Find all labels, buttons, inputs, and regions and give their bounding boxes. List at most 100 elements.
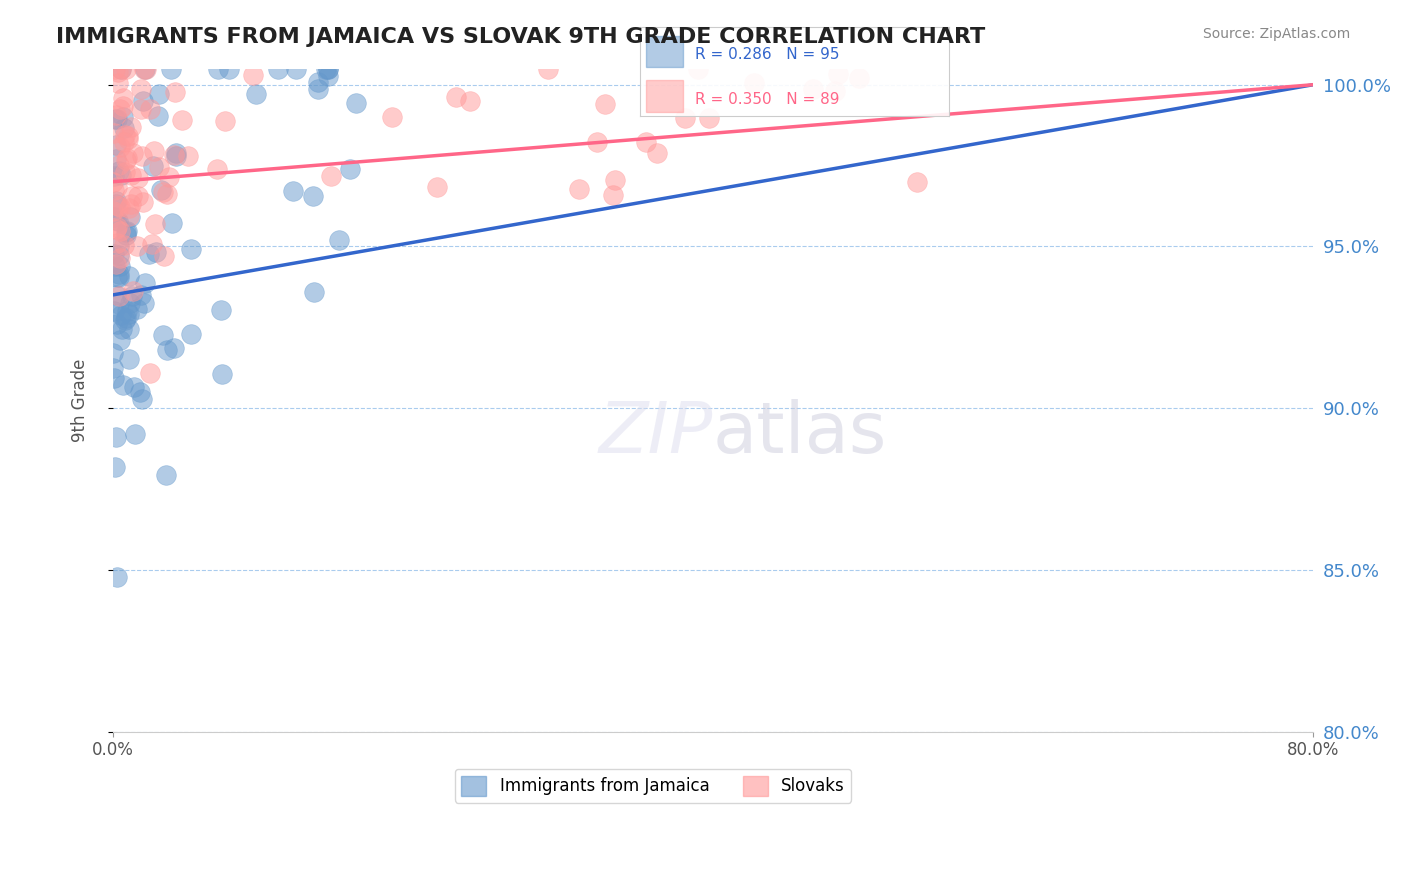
- Point: [114, 62, 136, 76]
- Point: [105, 220, 128, 235]
- Point: [207, 62, 229, 76]
- Point: [426, 179, 449, 194]
- Point: [165, 146, 187, 161]
- FancyBboxPatch shape: [645, 80, 683, 112]
- Point: [138, 102, 160, 116]
- Point: [107, 214, 129, 228]
- Point: [170, 112, 193, 127]
- Point: [122, 380, 145, 394]
- Point: [105, 180, 128, 194]
- Point: [105, 318, 128, 332]
- Point: [112, 135, 135, 149]
- Point: [131, 95, 153, 109]
- Text: Source: ZipAtlas.com: Source: ZipAtlas.com: [1202, 27, 1350, 41]
- Text: R = 0.350   N = 89: R = 0.350 N = 89: [696, 92, 839, 107]
- Point: [107, 158, 129, 172]
- Point: [108, 248, 131, 262]
- Point: [159, 62, 181, 76]
- FancyBboxPatch shape: [645, 36, 683, 67]
- Point: [107, 76, 129, 90]
- Legend: Immigrants from Jamaica, Slovaks: Immigrants from Jamaica, Slovaks: [454, 769, 852, 803]
- Point: [537, 62, 560, 76]
- Point: [105, 212, 128, 227]
- Point: [110, 62, 132, 76]
- Point: [107, 289, 129, 303]
- Point: [112, 120, 135, 135]
- Point: [114, 165, 136, 179]
- Point: [115, 227, 138, 242]
- Point: [143, 144, 166, 158]
- Point: [134, 296, 156, 310]
- Point: [107, 235, 129, 250]
- Point: [112, 238, 135, 252]
- Point: [117, 201, 139, 215]
- Point: [697, 111, 720, 125]
- Point: [110, 62, 132, 76]
- Point: [115, 311, 138, 326]
- Point: [143, 217, 166, 231]
- Point: [131, 149, 153, 163]
- Point: [281, 184, 304, 198]
- Text: atlas: atlas: [713, 399, 887, 467]
- Point: [165, 149, 187, 163]
- Point: [108, 297, 131, 311]
- Point: [108, 140, 131, 154]
- Point: [122, 284, 145, 298]
- Point: [319, 169, 342, 183]
- Point: [381, 110, 404, 124]
- Point: [602, 188, 624, 202]
- Point: [108, 102, 131, 116]
- Point: [165, 85, 187, 99]
- Point: [107, 163, 129, 178]
- Point: [129, 102, 152, 116]
- Point: [114, 313, 136, 327]
- Point: [124, 427, 146, 442]
- Point: [307, 75, 329, 89]
- Point: [307, 82, 329, 96]
- Point: [103, 210, 125, 224]
- Point: [103, 360, 125, 375]
- Point: [108, 238, 131, 252]
- Point: [107, 267, 129, 281]
- Point: [118, 352, 141, 367]
- Point: [103, 246, 125, 260]
- Point: [108, 225, 131, 239]
- Point: [112, 377, 135, 392]
- Point: [118, 209, 141, 223]
- Point: [205, 162, 228, 177]
- Point: [120, 196, 142, 211]
- Point: [605, 173, 627, 187]
- Point: [125, 302, 148, 317]
- Point: [162, 341, 184, 355]
- Point: [103, 371, 125, 385]
- Point: [122, 145, 145, 160]
- Point: [103, 304, 125, 318]
- Point: [120, 120, 142, 134]
- Point: [446, 90, 468, 104]
- Point: [266, 62, 288, 76]
- Point: [105, 270, 128, 285]
- Point: [138, 247, 160, 261]
- Point: [104, 194, 127, 208]
- Point: [218, 62, 240, 76]
- Point: [316, 62, 339, 76]
- Point: [344, 96, 367, 111]
- Point: [148, 161, 170, 175]
- Point: [127, 170, 149, 185]
- Point: [103, 126, 125, 140]
- Point: [134, 276, 156, 290]
- Point: [105, 257, 128, 271]
- Point: [156, 343, 179, 357]
- Point: [686, 62, 709, 76]
- Point: [316, 69, 339, 83]
- Point: [907, 175, 929, 189]
- Point: [103, 169, 125, 183]
- Point: [117, 129, 139, 144]
- Point: [155, 467, 177, 482]
- Point: [328, 233, 350, 247]
- Y-axis label: 9th Grade: 9th Grade: [72, 359, 89, 442]
- Point: [107, 198, 129, 212]
- Point: [131, 392, 153, 407]
- Point: [108, 251, 131, 265]
- Point: [104, 460, 127, 475]
